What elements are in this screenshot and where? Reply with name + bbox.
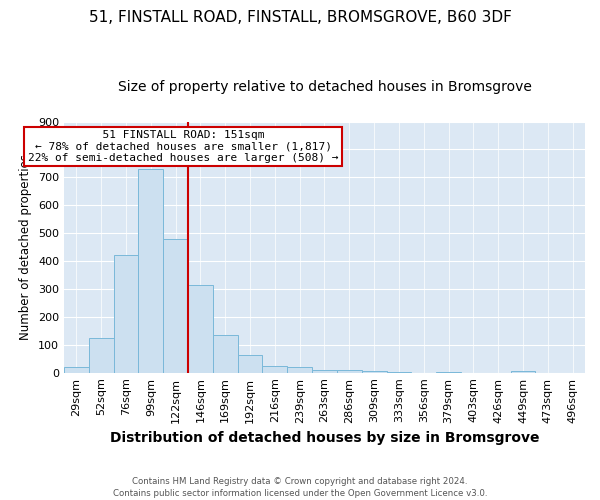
Bar xyxy=(139,169,163,372)
Bar xyxy=(262,366,287,372)
X-axis label: Distribution of detached houses by size in Bromsgrove: Distribution of detached houses by size … xyxy=(110,431,539,445)
Bar xyxy=(337,370,362,372)
Text: 51, FINSTALL ROAD, FINSTALL, BROMSGROVE, B60 3DF: 51, FINSTALL ROAD, FINSTALL, BROMSGROVE,… xyxy=(89,10,511,25)
Text: Contains HM Land Registry data © Crown copyright and database right 2024.
Contai: Contains HM Land Registry data © Crown c… xyxy=(113,476,487,498)
Bar xyxy=(113,256,139,372)
Bar xyxy=(213,335,238,372)
Bar xyxy=(511,370,535,372)
Bar xyxy=(89,338,113,372)
Title: Size of property relative to detached houses in Bromsgrove: Size of property relative to detached ho… xyxy=(118,80,532,94)
Bar xyxy=(312,370,337,372)
Bar xyxy=(163,238,188,372)
Text: 51 FINSTALL ROAD: 151sqm  
← 78% of detached houses are smaller (1,817)
22% of s: 51 FINSTALL ROAD: 151sqm ← 78% of detach… xyxy=(28,130,338,163)
Y-axis label: Number of detached properties: Number of detached properties xyxy=(19,154,32,340)
Bar xyxy=(238,356,262,372)
Bar xyxy=(287,366,312,372)
Bar xyxy=(188,285,213,372)
Bar xyxy=(64,367,89,372)
